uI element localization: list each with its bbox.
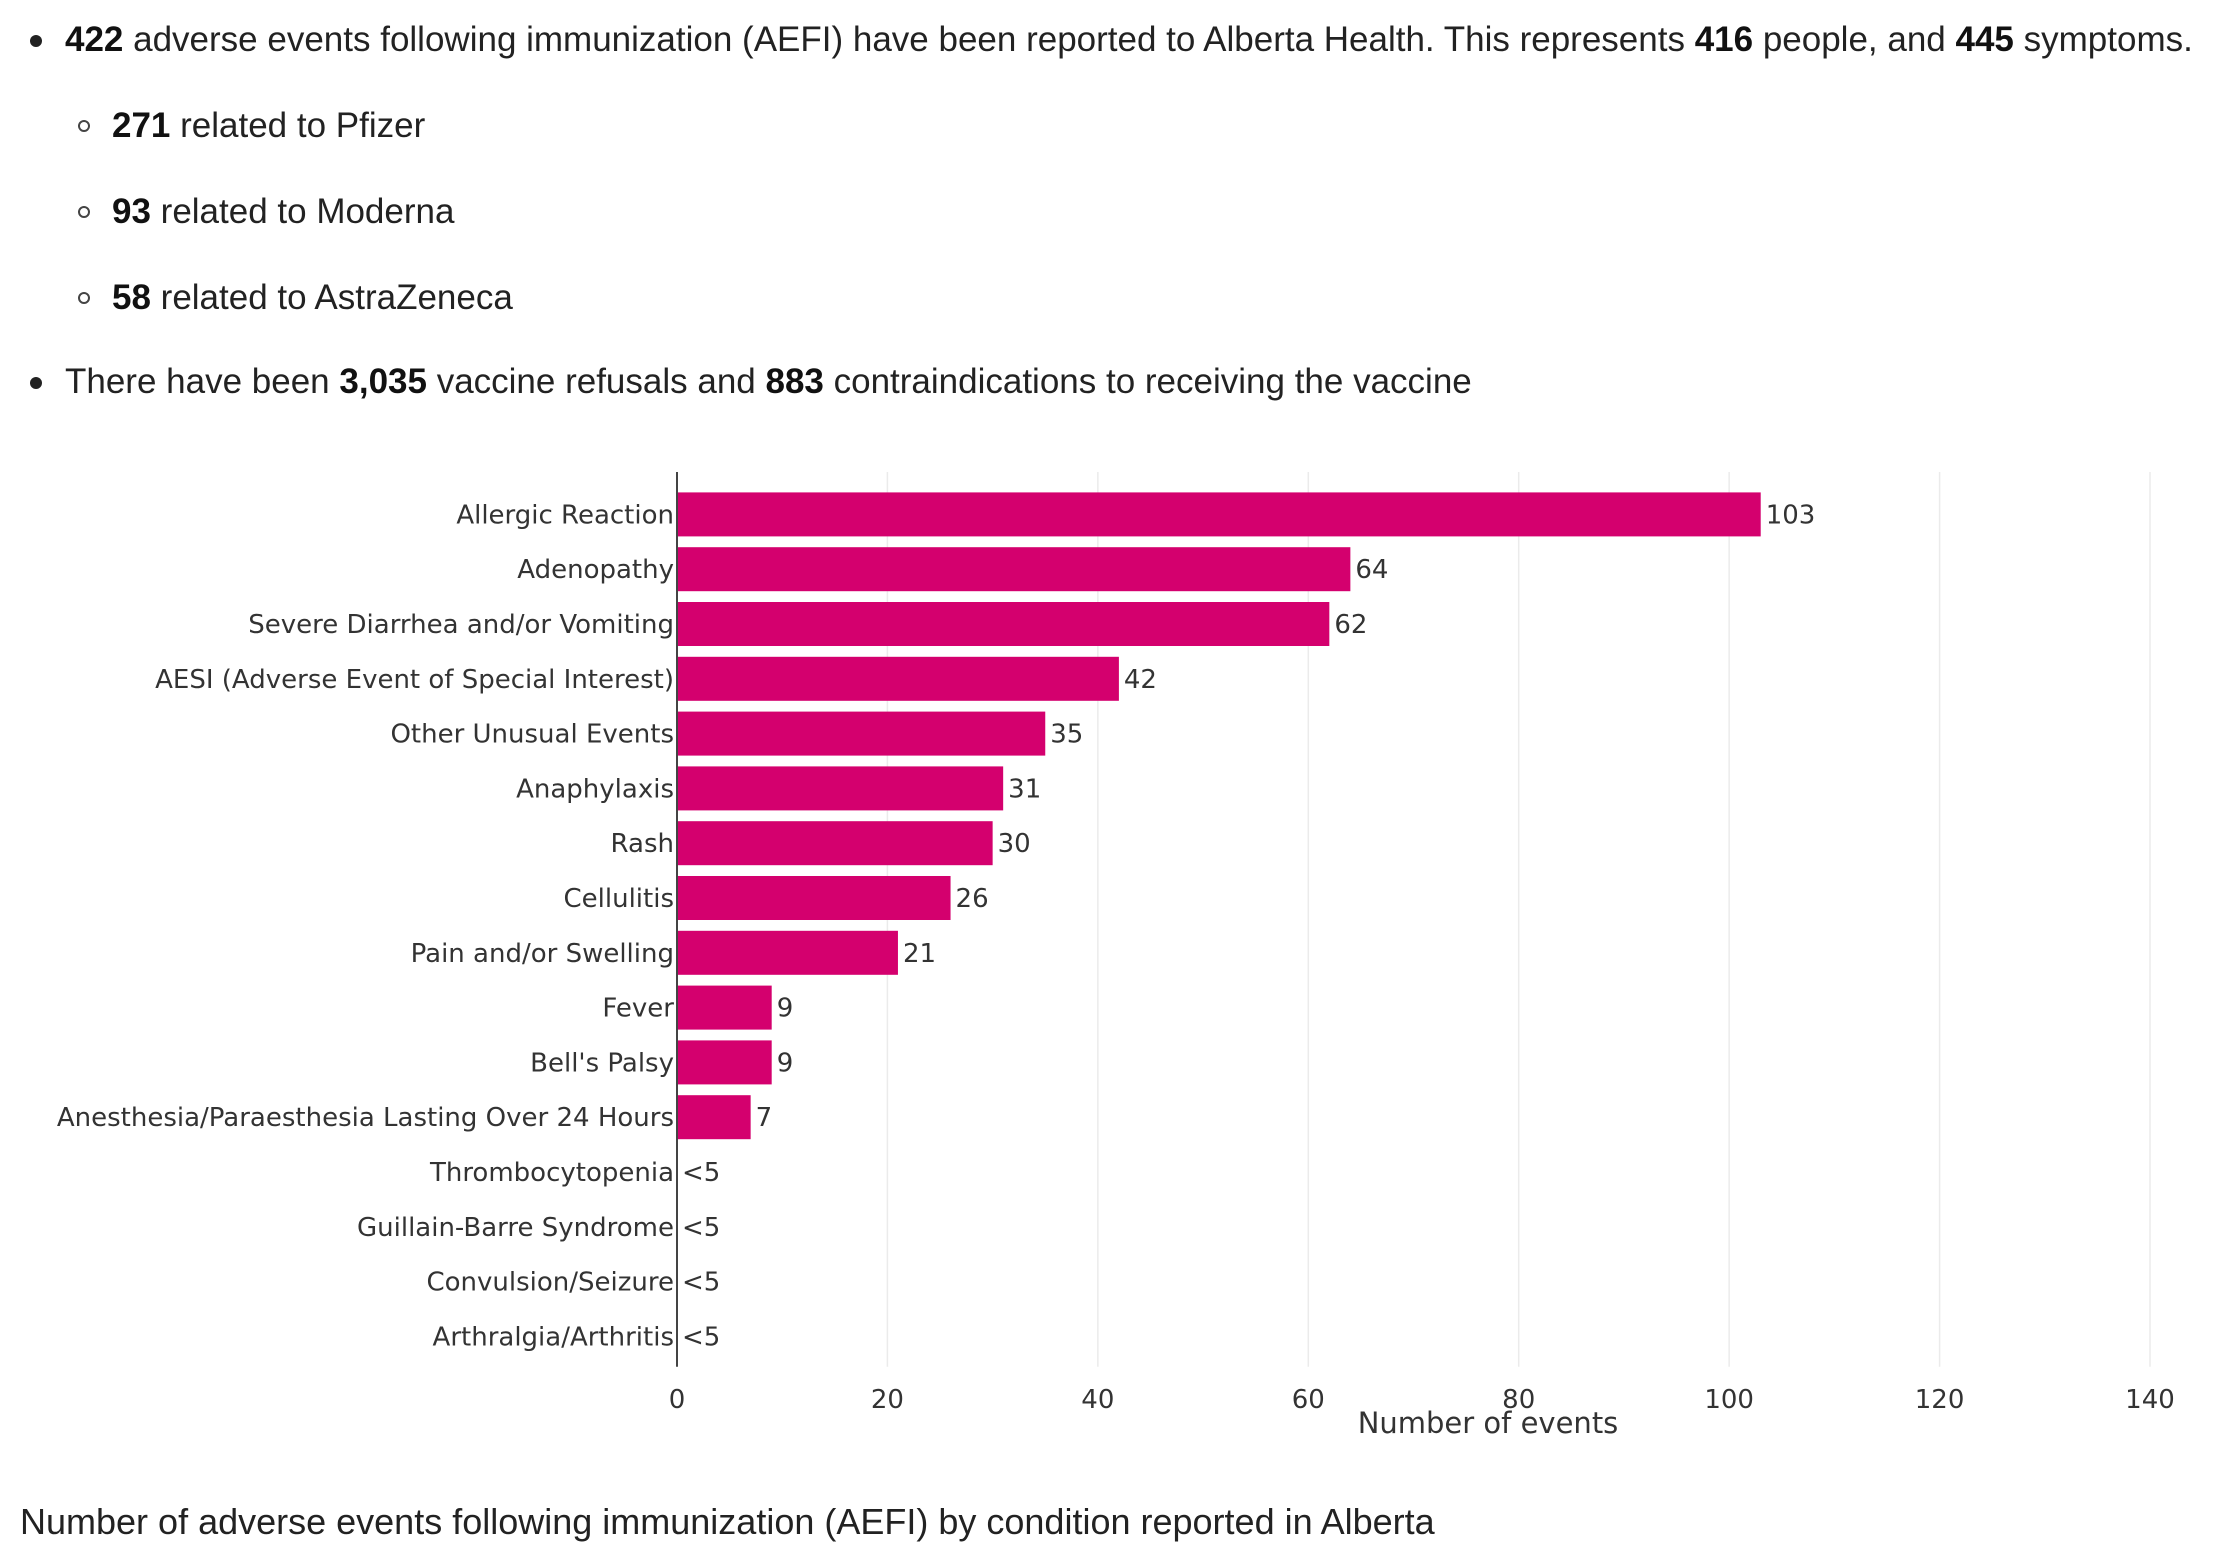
bars bbox=[677, 492, 1761, 1140]
category-label: Anaphylaxis bbox=[516, 774, 674, 804]
sub-bullet-circle bbox=[78, 292, 90, 304]
category-label: Guillain-Barre Syndrome bbox=[357, 1213, 674, 1243]
category-label: Arthralgia/Arthritis bbox=[433, 1322, 674, 1352]
sub-bullet-circle bbox=[78, 206, 90, 218]
vaccine-text: related to AstraZeneca bbox=[150, 278, 513, 317]
category-label: Fever bbox=[602, 994, 674, 1024]
x-tick-label: 0 bbox=[669, 1385, 686, 1415]
vaccine-text: related to Moderna bbox=[150, 192, 455, 231]
category-label: Adenopathy bbox=[517, 555, 674, 585]
category-label: Bell's Palsy bbox=[530, 1048, 674, 1078]
aefi-text-a: adverse events following immunization (A… bbox=[123, 20, 1695, 59]
data-label: 31 bbox=[1008, 774, 1041, 804]
refusals-count: 3,035 bbox=[339, 362, 427, 401]
x-tick-label: 140 bbox=[2125, 1385, 2175, 1415]
category-label: Thrombocytopenia bbox=[429, 1158, 674, 1188]
category-label: Cellulitis bbox=[564, 884, 675, 914]
contraindications-count: 883 bbox=[765, 362, 824, 401]
vaccine-moderna: 93 related to Moderna bbox=[112, 190, 454, 234]
data-label: <5 bbox=[682, 1322, 720, 1352]
bar bbox=[677, 492, 1761, 537]
bar bbox=[677, 876, 951, 920]
bullet-dot bbox=[30, 377, 42, 389]
bar bbox=[677, 985, 772, 1030]
bar bbox=[677, 602, 1330, 646]
bullet-dot bbox=[30, 35, 42, 47]
vaccine-astrazeneca: 58 related to AstraZeneca bbox=[112, 276, 513, 320]
vaccine-count: 271 bbox=[112, 106, 171, 145]
x-tick-label: 20 bbox=[871, 1385, 904, 1415]
data-label: 62 bbox=[1334, 610, 1367, 640]
vaccine-count: 93 bbox=[112, 192, 151, 231]
refusals-text-b: vaccine refusals and bbox=[426, 362, 766, 401]
category-label: Convulsion/Seizure bbox=[426, 1268, 674, 1298]
chart-svg: 0 20 40 60 80 100 120 140 Allergic Reaction 103A… bbox=[57, 472, 2175, 1440]
data-label: 64 bbox=[1355, 555, 1388, 585]
axes: 0 20 40 60 80 100 120 140 bbox=[669, 472, 2175, 1415]
vaccine-pfizer: 271 related to Pfizer bbox=[112, 104, 425, 148]
category-label: Other Unusual Events bbox=[390, 720, 674, 750]
chart-caption: Number of adverse events following immun… bbox=[20, 1501, 1435, 1542]
refusals-text-c: contraindications to receiving the vacci… bbox=[823, 362, 1472, 401]
data-label: 35 bbox=[1050, 720, 1083, 750]
category-label: Severe Diarrhea and/or Vomiting bbox=[248, 610, 674, 640]
bar bbox=[677, 766, 1004, 811]
aefi-text-c: symptoms. bbox=[2013, 20, 2193, 59]
bar bbox=[677, 656, 1119, 701]
data-label: 9 bbox=[777, 994, 794, 1024]
refusals-text-a: There have been bbox=[65, 362, 340, 401]
x-tick-label: 60 bbox=[1292, 1385, 1325, 1415]
sub-bullet-circle bbox=[78, 120, 90, 132]
x-tick-label: 120 bbox=[1915, 1385, 1965, 1415]
bar bbox=[677, 547, 1351, 592]
data-label: 26 bbox=[956, 884, 989, 914]
aefi-count: 422 bbox=[65, 20, 124, 59]
labels: Allergic Reaction 103 Adenopathy 64 Severe D… bbox=[57, 500, 1815, 1352]
vaccine-count: 58 bbox=[112, 278, 151, 317]
bar bbox=[677, 821, 993, 866]
category-label: Pain and/or Swelling bbox=[411, 939, 674, 969]
x-tick-label: 40 bbox=[1081, 1385, 1114, 1415]
bar bbox=[677, 930, 898, 975]
data-label: 42 bbox=[1124, 665, 1157, 695]
aefi-text-b: people, and bbox=[1753, 20, 1956, 59]
summary-line-refusals: There have been 3,035 vaccine refusals a… bbox=[65, 360, 1472, 404]
data-label: <5 bbox=[682, 1158, 720, 1188]
data-label: 103 bbox=[1766, 500, 1816, 530]
category-label: Allergic Reaction bbox=[456, 500, 674, 530]
data-label: 7 bbox=[756, 1103, 773, 1133]
x-axis-title: Number of events bbox=[1358, 1406, 1619, 1440]
data-label: <5 bbox=[682, 1268, 720, 1298]
symptom-count: 445 bbox=[1955, 20, 2014, 59]
x-tick-label: 80 bbox=[1502, 1385, 1535, 1415]
vaccine-text: related to Pfizer bbox=[170, 106, 426, 145]
category-label: Rash bbox=[611, 829, 674, 859]
data-label: 21 bbox=[903, 939, 936, 969]
data-label: <5 bbox=[682, 1213, 720, 1243]
bar bbox=[677, 1040, 772, 1085]
bar bbox=[677, 711, 1046, 756]
aefi-bar-chart: 0 20 40 60 80 100 120 140 Allergic Reaction 103 A… bbox=[0, 440, 2217, 1460]
bar bbox=[677, 1095, 751, 1140]
data-label: 9 bbox=[777, 1048, 794, 1078]
category-label: AESI (Adverse Event of Special Interest) bbox=[155, 665, 674, 695]
category-label: Anesthesia/Paraesthesia Lasting Over 24 … bbox=[57, 1103, 674, 1133]
summary-line-aefi: 422 adverse events following immunizatio… bbox=[65, 18, 2193, 62]
x-tick-label: 100 bbox=[1704, 1385, 1754, 1415]
data-label: 30 bbox=[998, 829, 1031, 859]
people-count: 416 bbox=[1694, 20, 1754, 59]
